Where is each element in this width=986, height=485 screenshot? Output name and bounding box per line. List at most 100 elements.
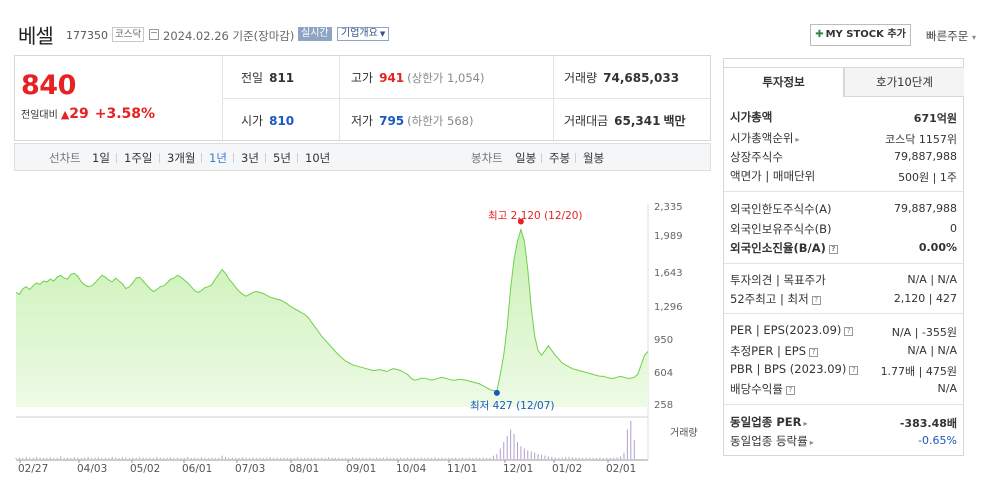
tab-investment-info[interactable]: 투자정보 [724,67,844,97]
market-badge: 코스닥 [112,27,145,42]
price-summary: 840 전일대비 ▲29 +3.58% 전일 811 시가 810 고가 941 (상한가 … [14,55,711,141]
x-tick-label: 11/01 [447,463,478,475]
info-row-value: 1.77배 | 475원 [880,365,957,378]
high-marker-label: 최고 2,120 (12/20) [488,208,583,223]
realtime-button[interactable]: 실시간 [298,27,332,41]
help-icon[interactable]: ? [785,386,795,395]
current-price: 840 [21,70,76,101]
chevron-right-icon: ▸ [795,135,800,144]
divider [541,153,542,163]
candle-daily[interactable]: 일봉 [515,151,537,165]
period-3m[interactable]: 3개월 [167,151,196,165]
info-row-label[interactable]: 동일업종 등락률 ▸ [730,434,814,448]
y-tick-label: 258 [654,400,674,411]
info-row-label[interactable]: 동일업종 PER ▸ [730,415,808,429]
stat-unit: 백만 [663,114,686,128]
change-label: 전일대비 [21,110,58,121]
stat-label: 저가 [351,114,374,128]
stat-low: 저가 795 (하한가 568) [351,112,473,129]
divider [724,404,963,405]
y-tick-label: 1,296 [654,302,683,313]
stat-volume: 거래량 74,685,033 [564,69,679,86]
chevron-right-icon: ▸ [809,438,814,447]
info-row-label: 액면가 | 매매단위 [730,169,816,183]
divider [233,153,234,163]
stat-value: 810 [269,114,295,128]
company-info-dropdown[interactable]: 기업개요 ▼ [337,27,390,41]
quick-order-button[interactable]: 빠른주문 ▾ [926,28,976,44]
help-icon[interactable]: ? [849,366,859,375]
info-row-label: 투자의견 | 목표주가 [730,273,826,287]
divider [724,263,963,264]
info-row-label: PBR | BPS (2023.09)? [730,362,859,376]
stat-label: 고가 [351,71,374,85]
y-tick-label: 950 [654,335,674,346]
info-row-label: 시가총액 [730,110,773,124]
period-1w[interactable]: 1주일 [124,151,153,165]
x-tick-label: 04/03 [77,463,108,475]
stat-value: 941 [379,71,405,85]
candle-monthly[interactable]: 월봉 [583,151,605,165]
period-1y[interactable]: 1년 [209,151,227,165]
company-info-label: 기업개요 [341,28,378,39]
mystock-add-label: MY STOCK 추가 [825,29,906,40]
stat-label: 거래대금 [564,114,609,128]
period-10y[interactable]: 10년 [305,151,331,165]
mystock-add-button[interactable]: ✚ MY STOCK 추가 [810,24,911,46]
info-row-value: 0 [950,222,957,235]
info-row-value: N/A [937,382,957,395]
candle-weekly[interactable]: 주봉 [549,151,571,165]
divider [297,153,298,163]
info-row-value: N/A | N/A [907,344,957,357]
plus-icon: ✚ [815,29,824,40]
info-row-value: 671억원 [913,112,957,125]
stat-value: 74,685,033 [603,71,680,85]
info-row-value: 79,887,988 [894,150,957,163]
divider [265,153,266,163]
stat-prev: 전일 811 [241,69,294,86]
low-marker-date: (12/07) [516,400,555,412]
stat-value: 795 [379,114,405,128]
x-tick-label: 02/01 [606,463,637,475]
info-row-value: N/A | -355원 [891,326,957,339]
x-tick-label: 10/04 [396,463,427,475]
info-row-label: 배당수익률? [730,381,795,397]
divider [724,313,963,314]
tab-order-book[interactable]: 호가10단계 [844,67,964,97]
info-row-label: 외국인보유주식수(B) [730,222,832,236]
divider [116,153,117,163]
investment-info-panel: 투자정보 호가10단계 시가총액 671억원 시가총액순위 ▸ 코스닥 1157위 상장주… [723,58,964,456]
change-percent: +3.58% [94,106,156,122]
chart-period-bar: 선차트 1일 1주일 3개월 1년 3년 5년 10년 봉차트 일봉 주봉 월봉 [14,143,711,171]
stock-name: 베셀 [18,24,54,48]
change-value: 29 [69,106,89,122]
stat-high: 고가 941 (상한가 1,054) [351,69,484,86]
x-tick-label: 07/03 [235,463,266,475]
divider [575,153,576,163]
stat-value: 811 [269,71,295,85]
chevron-right-icon: ▸ [803,419,808,428]
info-row-label: 52주최고 | 최저? [730,291,821,307]
price-line [15,227,649,392]
price-area [16,229,648,407]
x-tick-label: 05/02 [130,463,161,475]
help-icon[interactable]: ? [809,348,819,357]
period-5y[interactable]: 5년 [273,151,291,165]
divider [724,191,963,192]
up-triangle-icon: ▲ [60,108,70,121]
period-3y[interactable]: 3년 [241,151,259,165]
stat-label: 거래량 [564,71,598,85]
chevron-down-icon: ▾ [971,33,976,42]
info-row-label: 추정PER | EPS? [730,343,819,359]
help-icon[interactable]: ? [811,296,821,305]
line-chart-label: 선차트 [49,151,81,165]
low-point [493,389,500,396]
high-marker-date: (12/20) [544,210,583,222]
help-icon[interactable]: ? [844,327,854,336]
y-tick-label: 2,335 [654,202,683,213]
price-chart[interactable]: 2,335 1,989 1,643 1,296 950 604 258 02/27 04/03… [0,190,715,480]
help-icon[interactable]: ? [828,245,838,254]
y-tick-label: 604 [654,368,674,379]
info-row-label[interactable]: 시가총액순위 ▸ [730,131,800,145]
period-1d[interactable]: 1일 [92,151,110,165]
